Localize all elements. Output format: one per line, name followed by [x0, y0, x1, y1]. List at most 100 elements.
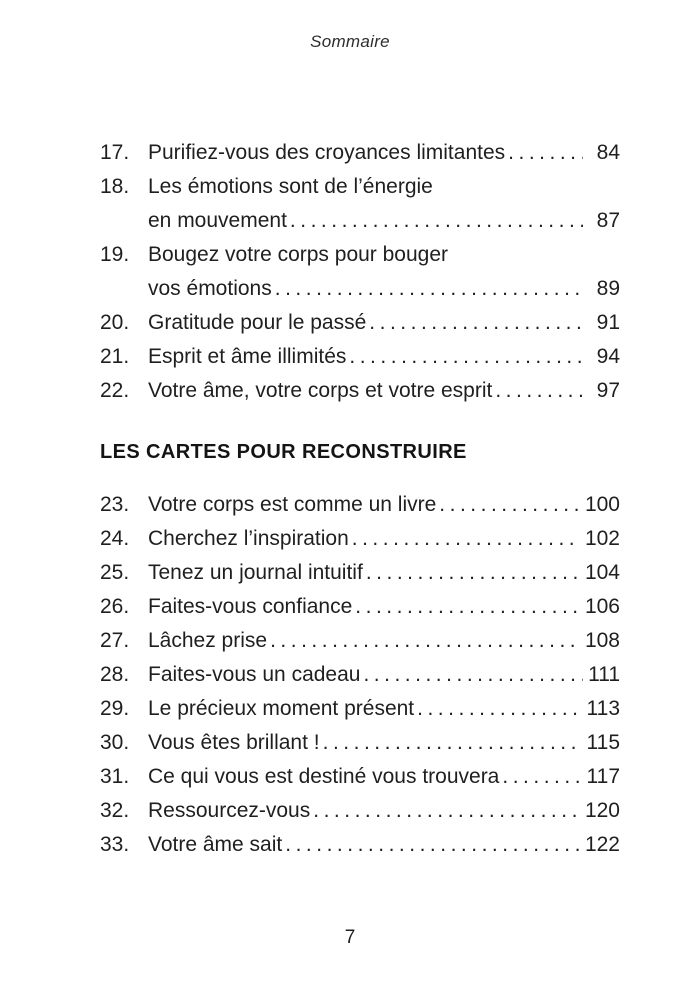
dot-leader: [285, 828, 580, 862]
dot-leader: [349, 340, 583, 374]
toc-section-1: 17. Purifiez-vous des croyances limitant…: [100, 136, 620, 408]
toc-entry: 23. Votre corps est comme un livre 100: [100, 488, 620, 522]
entry-page-number: 84: [596, 141, 620, 164]
entry-page-number: 87: [596, 209, 620, 232]
entry-title: Lâchez prise: [148, 629, 268, 652]
entry-title: Faites-vous un cadeau: [148, 663, 361, 686]
toc-entry: 33. Votre âme sait 122: [100, 828, 620, 862]
entry-title: Ce qui vous est destiné vous trouvera: [148, 765, 500, 788]
page-number: 7: [344, 927, 356, 948]
entry-title: Bougez votre corps pour bouger: [148, 243, 449, 266]
entry-number: 31.: [100, 765, 130, 788]
entry-line-1: Bougez votre corps pour bouger: [148, 238, 620, 272]
entry-number: 22.: [100, 379, 130, 402]
table-of-contents: 17. Purifiez-vous des croyances limitant…: [100, 136, 620, 862]
entry-title: Tenez un journal intuitif: [148, 561, 363, 584]
entry-page-number: 115: [586, 731, 620, 754]
toc-entry: 22. Votre âme, votre corps et votre espr…: [100, 374, 620, 408]
toc-entry: 28. Faites-vous un cadeau 111: [100, 658, 620, 692]
dot-leader: [417, 692, 581, 726]
entry-title: Cherchez l’inspiration: [148, 527, 349, 550]
entry-number: 27.: [100, 629, 130, 652]
dot-leader: [369, 306, 583, 340]
entry-page-number: 106: [584, 595, 620, 618]
entry-number: 28.: [100, 663, 130, 686]
dot-leader: [275, 272, 583, 306]
toc-entry: 18. Les émotions sont de l’énergie en mo…: [100, 170, 620, 238]
toc-entry: 25. Tenez un journal intuitif 104: [100, 556, 620, 590]
dot-leader: [290, 204, 583, 238]
entry-page-number: 97: [596, 379, 620, 402]
page-footer: 7: [0, 927, 700, 949]
toc-entry: 29. Le précieux moment présent 113: [100, 692, 620, 726]
running-title: Sommaire: [310, 32, 390, 51]
entry-number: 29.: [100, 697, 130, 720]
entry-title: Les émotions sont de l’énergie: [148, 175, 433, 198]
entry-number: 23.: [100, 493, 130, 516]
dot-leader: [508, 136, 583, 170]
entry-title: Le précieux moment présent: [148, 697, 415, 720]
dot-leader: [270, 624, 580, 658]
entry-title-block: Bougez votre corps pour bouger vos émoti…: [148, 238, 620, 306]
dot-leader: [352, 522, 580, 556]
entry-number: 30.: [100, 731, 130, 754]
toc-entry: 27. Lâchez prise 108: [100, 624, 620, 658]
entry-page-number: 100: [584, 493, 620, 516]
dot-leader: [502, 760, 581, 794]
entry-page-number: 89: [596, 277, 620, 300]
toc-section-2: 23. Votre corps est comme un livre 100 2…: [100, 488, 620, 862]
entry-title: Votre âme sait: [148, 833, 283, 856]
entry-number: 18.: [100, 175, 130, 198]
entry-page-number: 91: [596, 311, 620, 334]
entry-page-number: 108: [584, 629, 620, 652]
entry-title-block: Les émotions sont de l’énergie en mouvem…: [148, 170, 620, 238]
toc-entry: 17. Purifiez-vous des croyances limitant…: [100, 136, 620, 170]
entry-title: Votre âme, votre corps et votre esprit: [148, 379, 493, 402]
entry-number: 32.: [100, 799, 130, 822]
toc-entry: 20. Gratitude pour le passé 91: [100, 306, 620, 340]
section-heading: LES CARTES POUR RECONSTRUIRE: [100, 441, 467, 463]
entry-title: Vous êtes brillant !: [148, 731, 320, 754]
entry-line-2: vos émotions 89: [148, 272, 620, 306]
dot-leader: [313, 794, 580, 828]
entry-number: 17.: [100, 141, 130, 164]
entry-title: Purifiez-vous des croyances limitantes: [148, 141, 506, 164]
dot-leader: [366, 556, 580, 590]
entry-number: 21.: [100, 345, 130, 368]
entry-page-number: 104: [584, 561, 620, 584]
dot-leader: [355, 590, 580, 624]
entry-title-continued: vos émotions: [148, 277, 272, 300]
entry-page-number: 111: [588, 663, 620, 686]
entry-title: Ressourcez-vous: [148, 799, 311, 822]
entry-title: Gratitude pour le passé: [148, 311, 367, 334]
toc-entry: 31. Ce qui vous est destiné vous trouver…: [100, 760, 620, 794]
entry-page-number: 117: [586, 765, 620, 788]
entry-number: 25.: [100, 561, 130, 584]
page-header: Sommaire: [0, 0, 700, 52]
toc-entry: 32. Ressourcez-vous 120: [100, 794, 620, 828]
entry-page-number: 113: [586, 697, 620, 720]
dot-leader: [439, 488, 580, 522]
entry-title: Votre corps est comme un livre: [148, 493, 437, 516]
entry-page-number: 102: [584, 527, 620, 550]
entry-page-number: 94: [596, 345, 620, 368]
entry-number: 19.: [100, 243, 130, 266]
toc-entry: 26. Faites-vous confiance 106: [100, 590, 620, 624]
dot-leader: [323, 726, 582, 760]
entry-page-number: 122: [584, 833, 620, 856]
toc-entry: 24. Cherchez l’inspiration 102: [100, 522, 620, 556]
toc-entry: 21. Esprit et âme illimités 94: [100, 340, 620, 374]
entry-line-2: en mouvement 87: [148, 204, 620, 238]
dot-leader: [363, 658, 583, 692]
dot-leader: [495, 374, 583, 408]
entry-number: 20.: [100, 311, 130, 334]
entry-title-continued: en mouvement: [148, 209, 287, 232]
entry-number: 24.: [100, 527, 130, 550]
toc-entry: 30. Vous êtes brillant ! 115: [100, 726, 620, 760]
entry-number: 33.: [100, 833, 130, 856]
entry-title: Esprit et âme illimités: [148, 345, 347, 368]
toc-entry: 19. Bougez votre corps pour bouger vos é…: [100, 238, 620, 306]
entry-line-1: Les émotions sont de l’énergie: [148, 170, 620, 204]
entry-page-number: 120: [584, 799, 620, 822]
